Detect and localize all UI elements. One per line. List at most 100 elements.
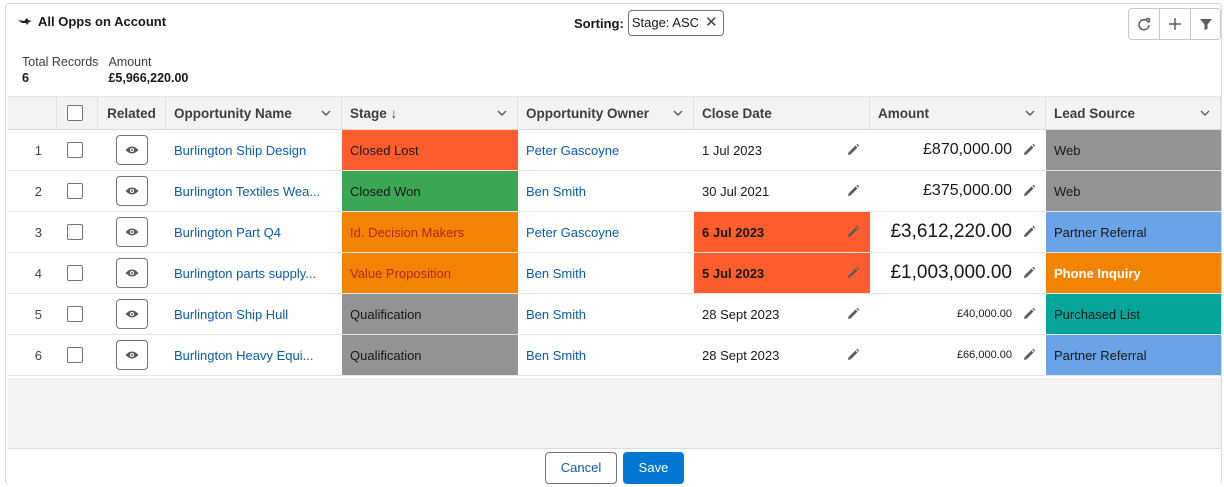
eye-icon — [125, 310, 139, 318]
chevron-down-icon[interactable] — [1025, 109, 1035, 117]
row-select — [57, 294, 98, 334]
chevron-down-icon[interactable] — [321, 109, 331, 117]
row-select — [57, 253, 98, 293]
eye-icon — [125, 269, 139, 277]
sort-pill[interactable]: Stage: ASC ✕ — [627, 10, 724, 36]
filter-button[interactable] — [1191, 9, 1220, 39]
amount-cell: £3,612,220.00 — [870, 212, 1046, 252]
pencil-icon[interactable] — [846, 184, 860, 198]
pencil-icon[interactable] — [846, 225, 860, 239]
view-related-button[interactable] — [116, 176, 148, 206]
row-checkbox[interactable] — [67, 224, 83, 240]
lead-source-cell: Web — [1046, 171, 1221, 211]
table-row: 1 Burlington Ship Design Closed Lost Pet… — [8, 130, 1221, 171]
header-label: Stage ↓ — [350, 105, 398, 121]
row-select — [57, 171, 98, 211]
footer-bar: Cancel Save — [8, 448, 1221, 486]
add-button[interactable] — [1160, 9, 1191, 39]
chevron-down-icon[interactable] — [673, 109, 683, 117]
filter-icon — [1199, 19, 1212, 30]
view-related-button[interactable] — [116, 340, 148, 370]
owner-link[interactable]: Peter Gascoyne — [526, 224, 620, 240]
header-close-date[interactable]: Close Date — [694, 97, 870, 129]
view-related-button[interactable] — [116, 258, 148, 288]
owner-link[interactable]: Ben Smith — [526, 183, 586, 199]
header-row-number — [8, 97, 57, 129]
row-number: 4 — [34, 265, 42, 281]
opportunity-name-link[interactable]: Burlington Textiles Wea... — [174, 183, 321, 199]
card-title: All Opps on Account — [18, 14, 166, 29]
opportunity-name-link[interactable]: Burlington Part Q4 — [174, 224, 281, 240]
opportunity-name-link[interactable]: Burlington Ship Hull — [174, 306, 289, 322]
view-related-button[interactable] — [116, 217, 148, 247]
header-opportunity-owner[interactable]: Opportunity Owner — [518, 97, 694, 129]
opportunity-name-link[interactable]: Burlington parts supply... — [174, 265, 317, 281]
amount-cell: £40,000.00 — [870, 294, 1046, 334]
row-checkbox[interactable] — [67, 142, 83, 158]
table-empty-area — [8, 378, 1221, 448]
eye-icon — [125, 146, 139, 154]
pencil-icon[interactable] — [1022, 307, 1036, 321]
lead-source-cell: Purchased List — [1046, 294, 1221, 334]
pencil-icon[interactable] — [1022, 143, 1036, 157]
header-stage[interactable]: Stage ↓ — [342, 97, 518, 129]
close-icon[interactable]: ✕ — [705, 14, 718, 31]
owner-link[interactable]: Ben Smith — [526, 306, 586, 322]
row-select — [57, 130, 98, 170]
stage-cell: Closed Won — [342, 171, 518, 211]
bird-logo-icon — [18, 17, 32, 25]
header-lead-source[interactable]: Lead Source — [1046, 97, 1221, 129]
save-button[interactable]: Save — [623, 451, 684, 484]
owner-link[interactable]: Ben Smith — [526, 265, 586, 281]
chevron-down-icon[interactable] — [497, 109, 507, 117]
row-select — [57, 212, 98, 252]
related-cell — [98, 253, 166, 293]
opportunity-name-link[interactable]: Burlington Heavy Equi... — [174, 347, 314, 363]
row-checkbox[interactable] — [67, 306, 83, 322]
stage-cell: Qualification — [342, 335, 518, 375]
pencil-icon[interactable] — [1022, 348, 1036, 362]
pencil-icon[interactable] — [1022, 266, 1036, 280]
row-checkbox[interactable] — [67, 183, 83, 199]
related-cell — [98, 171, 166, 211]
header-opportunity-name[interactable]: Opportunity Name — [166, 97, 342, 129]
sorting-label: Sorting: — [574, 15, 624, 31]
row-number: 5 — [34, 306, 42, 322]
pencil-icon[interactable] — [1022, 225, 1036, 239]
eye-icon — [125, 351, 139, 359]
amount-total-label: Amount — [108, 55, 152, 69]
view-related-button[interactable] — [116, 299, 148, 329]
owner-link[interactable]: Ben Smith — [526, 347, 586, 363]
table-row: 5 Burlington Ship Hull Qualification Ben… — [8, 294, 1221, 335]
amount-value: £3,612,220.00 — [890, 221, 1012, 242]
table-row: 3 Burlington Part Q4 Id. Decision Makers… — [8, 212, 1221, 253]
sort-pill-label: Stage: ASC — [631, 15, 700, 30]
lead-source-cell: Phone Inquiry — [1046, 253, 1221, 293]
table-row: 6 Burlington Heavy Equi... Qualification… — [8, 335, 1221, 376]
row-checkbox[interactable] — [67, 265, 83, 281]
header-select-all — [57, 97, 98, 129]
view-related-button[interactable] — [116, 135, 148, 165]
cancel-button[interactable]: Cancel — [545, 451, 617, 484]
row-select — [57, 335, 98, 375]
close-date-value: 1 Jul 2023 — [702, 142, 762, 158]
pencil-icon[interactable] — [846, 348, 860, 362]
close-date-cell: 28 Sept 2023 — [694, 294, 870, 334]
amount-total-block: Amount £5,966,220.00 — [108, 55, 188, 85]
pencil-icon[interactable] — [846, 266, 860, 280]
pencil-icon[interactable] — [1022, 184, 1036, 198]
row-checkbox[interactable] — [67, 347, 83, 363]
select-all-checkbox[interactable] — [67, 105, 83, 121]
refresh-button[interactable] — [1129, 9, 1160, 39]
chevron-down-icon[interactable] — [1200, 109, 1210, 117]
header-amount[interactable]: Amount — [870, 97, 1046, 129]
stage-cell: Id. Decision Makers — [342, 212, 518, 252]
close-date-value: 28 Sept 2023 — [702, 306, 780, 322]
pencil-icon[interactable] — [846, 307, 860, 321]
pencil-icon[interactable] — [846, 143, 860, 157]
owner-link[interactable]: Peter Gascoyne — [526, 142, 620, 158]
header-label: Close Date — [702, 105, 772, 121]
opportunity-name-link[interactable]: Burlington Ship Design — [174, 142, 307, 158]
header-label: Opportunity Owner — [526, 105, 649, 121]
header-label: Opportunity Name — [174, 105, 292, 121]
